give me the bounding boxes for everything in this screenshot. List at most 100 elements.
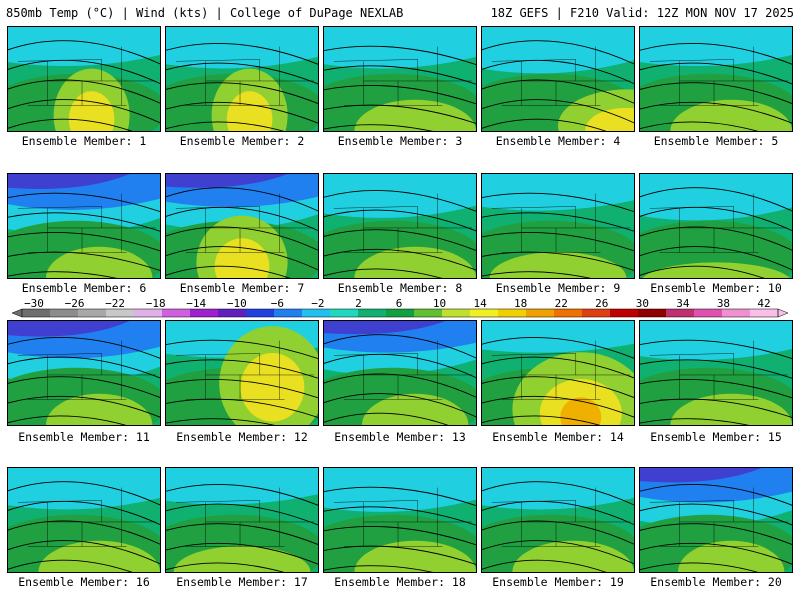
- temperature-map: [8, 174, 160, 278]
- colorbar-swatch: [442, 309, 471, 317]
- colorbar-tick-label: 38: [716, 297, 731, 310]
- colorbar-tick-label: −10: [226, 297, 247, 310]
- ensemble-member-label: Ensemble Member: 2: [179, 134, 305, 148]
- colorbar-swatch: [78, 309, 107, 317]
- ensemble-member-label: Ensemble Member: 13: [334, 430, 466, 444]
- temperature-map: [640, 321, 792, 425]
- temperature-colorbar: [11, 308, 789, 318]
- colorbar-tick-label: 6: [395, 297, 403, 310]
- ensemble-member-label: Ensemble Member: 11: [18, 430, 150, 444]
- ensemble-member-label: Ensemble Member: 15: [650, 430, 782, 444]
- colorbar-swatch: [722, 309, 751, 317]
- ensemble-member-map: [165, 320, 319, 426]
- temperature-map: [324, 321, 476, 425]
- colorbar-swatch: [50, 309, 79, 317]
- ensemble-member-label: Ensemble Member: 3: [337, 134, 463, 148]
- colorbar-swatch: [274, 309, 303, 317]
- colorbar-tick-label: −30: [24, 297, 44, 310]
- colorbar-swatch: [694, 309, 723, 317]
- ensemble-member-map: [639, 26, 793, 132]
- ensemble-member-map: [323, 467, 477, 573]
- ensemble-member-label: Ensemble Member: 17: [176, 575, 308, 589]
- ensemble-member-label: Ensemble Member: 19: [492, 575, 624, 589]
- ensemble-member-label: Ensemble Member: 10: [650, 281, 782, 295]
- colorbar-tick-label: −22: [105, 297, 126, 310]
- temperature-map: [8, 27, 160, 131]
- colorbar-tick-label: 42: [757, 297, 771, 310]
- ensemble-member-map: [323, 26, 477, 132]
- ensemble-member-map: [7, 173, 161, 279]
- ensemble-member-map: [165, 467, 319, 573]
- colorbar-tick-label: 22: [554, 297, 568, 310]
- colorbar-tick-label: −26: [64, 297, 85, 310]
- ensemble-member-map: [7, 26, 161, 132]
- ensemble-member-label: Ensemble Member: 6: [21, 281, 147, 295]
- colorbar-swatch: [386, 309, 415, 317]
- ensemble-member-map: [639, 173, 793, 279]
- colorbar-swatch: [22, 309, 51, 317]
- colorbar-tick-label: 14: [473, 297, 487, 310]
- ensemble-member-map: [323, 320, 477, 426]
- ensemble-member-map: [481, 26, 635, 132]
- colorbar-tick-label: 34: [676, 297, 690, 310]
- temperature-map: [482, 321, 634, 425]
- colorbar-swatch: [134, 309, 163, 317]
- colorbar-swatch: [358, 309, 387, 317]
- temperature-map: [324, 27, 476, 131]
- colorbar-swatch: [582, 309, 611, 317]
- ensemble-member-map: [481, 173, 635, 279]
- temperature-map: [640, 468, 792, 572]
- colorbar-swatch: [218, 309, 247, 317]
- temperature-map: [482, 27, 634, 131]
- ensemble-member-map: [165, 26, 319, 132]
- colorbar-tick-label: 30: [635, 297, 649, 310]
- temperature-map: [8, 321, 160, 425]
- colorbar-swatch: [190, 309, 219, 317]
- colorbar-swatch: [470, 309, 499, 317]
- temperature-map: [482, 468, 634, 572]
- ensemble-member-label: Ensemble Member: 18: [334, 575, 466, 589]
- ensemble-member-map: [481, 320, 635, 426]
- temperature-map: [8, 468, 160, 572]
- temperature-map: [482, 174, 634, 278]
- ensemble-member-map: [165, 173, 319, 279]
- ensemble-member-map: [323, 173, 477, 279]
- ensemble-member-label: Ensemble Member: 7: [179, 281, 305, 295]
- ensemble-member-map: [639, 467, 793, 573]
- temperature-map: [166, 27, 318, 131]
- ensemble-member-label: Ensemble Member: 9: [495, 281, 621, 295]
- colorbar-tick-label: −18: [145, 297, 166, 310]
- temperature-map: [640, 27, 792, 131]
- ensemble-member-label: Ensemble Member: 8: [337, 281, 463, 295]
- colorbar-tick-label: −2: [311, 297, 325, 310]
- ensemble-member-label: Ensemble Member: 16: [18, 575, 150, 589]
- temperature-map: [640, 174, 792, 278]
- temperature-map: [324, 468, 476, 572]
- colorbar-tick-label: 26: [595, 297, 609, 310]
- colorbar-swatch: [638, 309, 667, 317]
- colorbar-tick-label: −6: [270, 297, 284, 310]
- ensemble-member-label: Ensemble Member: 1: [21, 134, 147, 148]
- colorbar-swatch: [330, 309, 359, 317]
- colorbar-tick-label: 2: [355, 297, 362, 310]
- temperature-map: [166, 468, 318, 572]
- colorbar-swatch: [414, 309, 443, 317]
- colorbar-swatch: [666, 309, 695, 317]
- ensemble-member-label: Ensemble Member: 20: [650, 575, 782, 589]
- map-title: 850mb Temp (°C) | Wind (kts) | College o…: [6, 6, 404, 20]
- colorbar-swatch: [302, 309, 331, 317]
- ensemble-member-map: [7, 320, 161, 426]
- ensemble-member-map: [481, 467, 635, 573]
- colorbar-swatch: [750, 309, 779, 317]
- temperature-map: [166, 174, 318, 278]
- colorbar-tick-label: 18: [514, 297, 528, 310]
- colorbar-swatch: [246, 309, 275, 317]
- ensemble-member-label: Ensemble Member: 12: [176, 430, 308, 444]
- colorbar-swatch: [554, 309, 583, 317]
- run-valid-time: 18Z GEFS | F210 Valid: 12Z MON NOV 17 20…: [490, 6, 794, 20]
- temperature-map: [166, 321, 318, 425]
- colorbar-swatch: [610, 309, 639, 317]
- ensemble-member-map: [639, 320, 793, 426]
- ensemble-member-map: [7, 467, 161, 573]
